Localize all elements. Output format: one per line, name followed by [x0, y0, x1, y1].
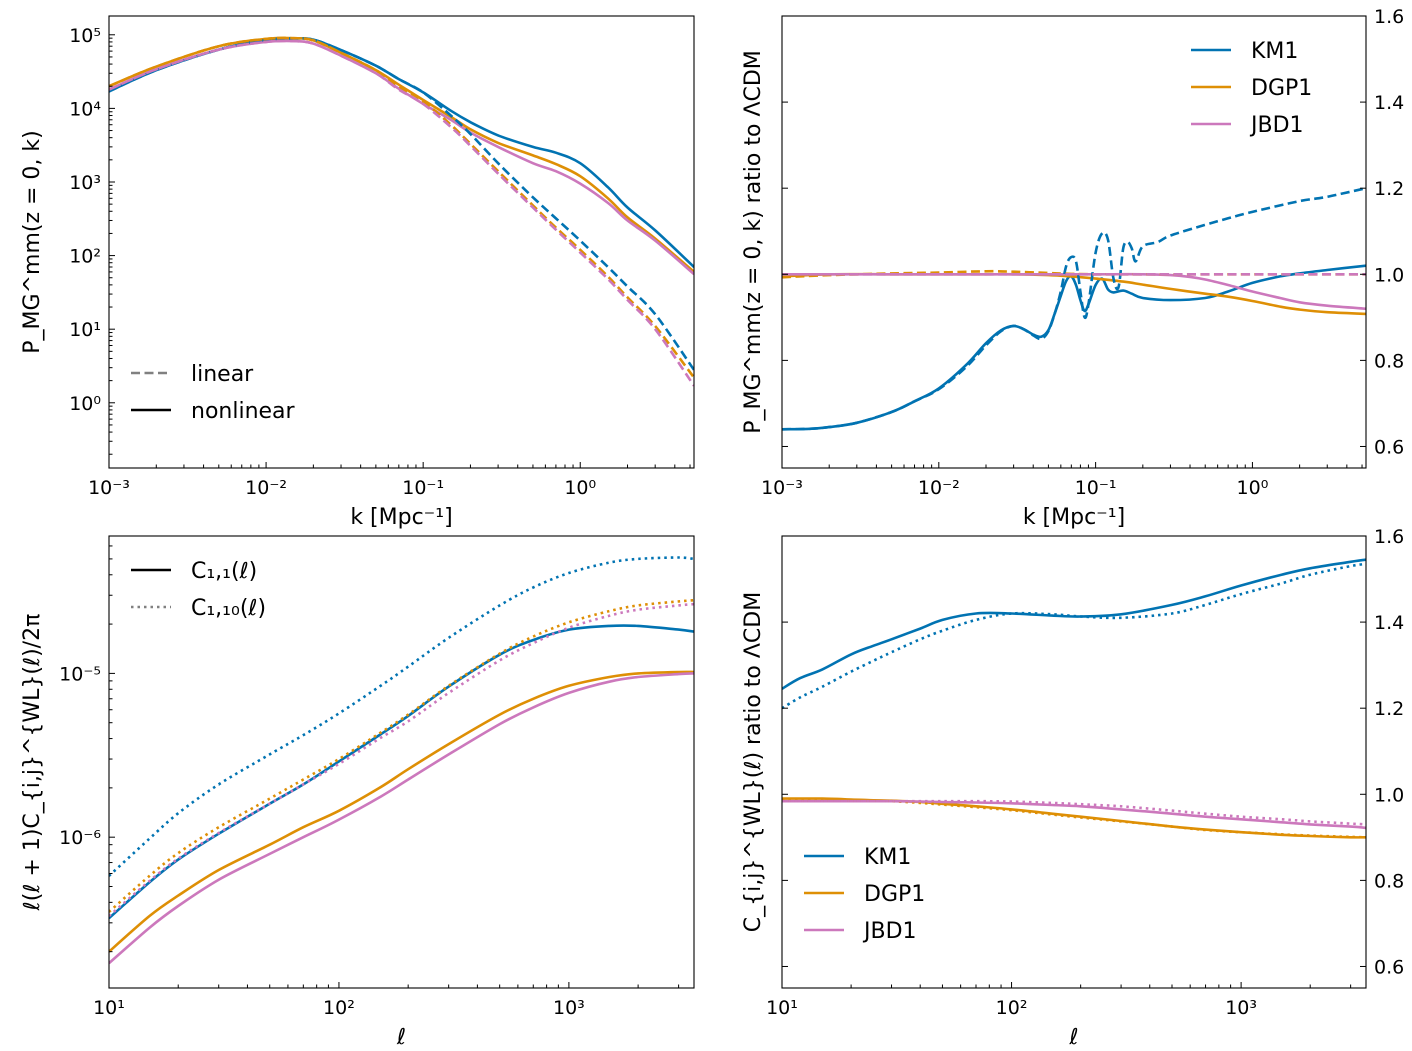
panel-power-spectrum-ratio: 10⁻³ 10⁻² 10⁻¹ 10⁰ 0.6 0.8 1.0 1.2 1.4 1.6 k [Mpc⁻… [741, 6, 1404, 530]
legend-label: C₁,₁(ℓ) [191, 559, 257, 584]
x-axis-title: ℓ [1068, 1025, 1078, 1050]
legend-label: JBD1 [1249, 113, 1304, 138]
series-km1-solid [109, 37, 694, 268]
y-axis-title: P_MG^mm(z = 0, k) ratio to ΛCDM [741, 50, 766, 434]
y-tick-label: 0.6 [1374, 956, 1404, 978]
y-axis-title: C_{i,j}^{WL}(ℓ) ratio to ΛCDM [741, 592, 766, 932]
series-dgp1-solid [109, 670, 694, 953]
y-tick-label: 1.0 [1374, 264, 1404, 286]
x-tick-label: 10⁰ [1237, 477, 1269, 499]
series-km1-solid [109, 624, 694, 920]
y-tick-label: 1.2 [1374, 698, 1404, 720]
series-jbd1-dashed [109, 39, 694, 387]
series-dgp1-solid [109, 36, 694, 273]
x-tick-label: 10³ [553, 997, 585, 1019]
y-axis-title: ℓ(ℓ + 1)C_{i,j}^{WL}(ℓ)/2π [20, 614, 45, 912]
y-tick-label: 1.4 [1374, 612, 1404, 634]
legend-label: KM1 [864, 845, 911, 870]
legend-label: C₁,₁₀(ℓ) [191, 596, 266, 621]
legend-label: KM1 [1251, 39, 1298, 64]
legend-label: JBD1 [862, 919, 917, 944]
y-tick-label: 10¹ [69, 319, 101, 341]
legend: C₁,₁(ℓ) C₁,₁₀(ℓ) [131, 559, 266, 621]
series-group [782, 558, 1366, 839]
x-tick-label: 10⁻³ [761, 477, 803, 499]
panel-power-spectrum: 10⁻³ 10⁻² 10⁻¹ 10⁰ 10⁰ 10¹ 10² 10³ 10⁴ 10⁵ k [Mpc⁻… [20, 15, 695, 530]
legend-label: linear [191, 362, 254, 387]
legend-label: DGP1 [864, 882, 925, 907]
legend: KM1 DGP1 JBD1 [1191, 39, 1312, 138]
x-tick-label: 10² [323, 997, 355, 1019]
y-tick-label: 1.2 [1374, 178, 1404, 200]
x-tick-label: 10³ [1225, 997, 1257, 1019]
series-group [109, 36, 694, 387]
x-tick-label: 10² [996, 997, 1028, 1019]
y-tick-label: 10⁴ [69, 98, 101, 120]
x-tick-label: 10⁻² [918, 477, 960, 499]
x-tick-label: 10¹ [766, 997, 798, 1019]
y-tick-label: 1.4 [1374, 92, 1404, 114]
legend-label: DGP1 [1251, 76, 1312, 101]
series-km1-solid [782, 264, 1366, 431]
y-tick-label: 10⁵ [69, 25, 101, 47]
axes-frame [781, 535, 1367, 989]
series-dgp1-solid [782, 797, 1366, 839]
y-tick-label: 0.8 [1374, 870, 1404, 892]
x-tick-label: 10⁻² [245, 477, 287, 499]
series-km1-dashed [782, 186, 1366, 431]
series-jbd1-solid [782, 799, 1366, 830]
x-tick-label: 10⁻¹ [402, 477, 444, 499]
series-jbd1-dotted [109, 602, 694, 917]
y-tick-label: 0.8 [1374, 350, 1404, 372]
series-km1-solid [782, 558, 1366, 690]
y-tick-label: 1.6 [1374, 6, 1404, 28]
y-tick-label: 10⁻⁶ [59, 827, 101, 849]
series-jbd1-solid [109, 672, 694, 965]
series-group [782, 186, 1366, 431]
axes-frame [781, 15, 1367, 469]
y-tick-label: 1.0 [1374, 784, 1404, 806]
axes-frame [108, 15, 695, 469]
y-tick-label: 1.6 [1374, 526, 1404, 548]
series-dgp1-dotted [109, 598, 694, 913]
legend: linear nonlinear [131, 362, 296, 424]
series-km1-dotted [109, 556, 694, 877]
y-axis-title: P_MG^mm(z = 0, k) [20, 130, 45, 353]
panel-weak-lensing-cl-ratio: 10¹ 10² 10³ 0.6 0.8 1.0 1.2 1.4 1.6 ℓ C_{i,j}^{WL}… [741, 526, 1404, 1050]
series-group [109, 556, 694, 965]
axes-frame [108, 535, 695, 989]
x-axis-title: k [Mpc⁻¹] [350, 505, 452, 530]
y-tick-label: 10⁻⁵ [59, 663, 101, 685]
legend-label: nonlinear [191, 399, 296, 424]
legend: KM1 DGP1 JBD1 [804, 845, 925, 944]
x-tick-label: 10⁻³ [88, 477, 130, 499]
y-tick-label: 0.6 [1374, 436, 1404, 458]
y-tick-label: 10⁰ [69, 393, 101, 415]
y-tick-label: 10³ [69, 172, 101, 194]
x-axis-title: k [Mpc⁻¹] [1023, 505, 1125, 530]
x-tick-label: 10⁰ [564, 477, 596, 499]
series-jbd1-solid [109, 39, 694, 276]
y-tick-label: 10² [69, 246, 101, 268]
series-km1-dotted [782, 562, 1366, 710]
panel-weak-lensing-cl: 10¹ 10² 10³ 10⁻⁶ 10⁻⁵ ℓ ℓ(ℓ + 1)C_{i,j}^{WL}(ℓ… [20, 535, 695, 1050]
x-axis-title: ℓ [396, 1025, 406, 1050]
x-tick-label: 10⁻¹ [1075, 477, 1117, 499]
series-dgp1-dashed [109, 36, 694, 379]
x-tick-label: 10¹ [93, 997, 125, 1019]
